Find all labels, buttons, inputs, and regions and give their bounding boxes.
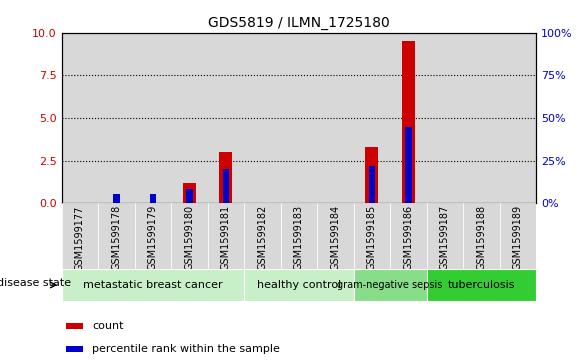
Bar xyxy=(369,166,375,203)
Text: GSM1599189: GSM1599189 xyxy=(513,205,523,270)
Text: GSM1599179: GSM1599179 xyxy=(148,205,158,270)
Text: GSM1599186: GSM1599186 xyxy=(403,205,413,270)
Bar xyxy=(223,169,229,203)
FancyBboxPatch shape xyxy=(244,269,353,301)
Text: metastatic breast cancer: metastatic breast cancer xyxy=(83,280,223,290)
FancyBboxPatch shape xyxy=(500,203,536,269)
Bar xyxy=(366,147,379,203)
Bar xyxy=(427,33,463,203)
FancyBboxPatch shape xyxy=(66,346,83,352)
Bar xyxy=(207,33,244,203)
Text: GSM1599185: GSM1599185 xyxy=(367,205,377,270)
FancyBboxPatch shape xyxy=(427,269,536,301)
Text: GSM1599184: GSM1599184 xyxy=(331,205,340,270)
Text: count: count xyxy=(93,321,124,331)
FancyBboxPatch shape xyxy=(463,203,500,269)
FancyBboxPatch shape xyxy=(66,323,83,329)
Bar xyxy=(281,33,317,203)
FancyBboxPatch shape xyxy=(390,203,427,269)
Bar xyxy=(98,33,135,203)
FancyBboxPatch shape xyxy=(281,203,317,269)
FancyBboxPatch shape xyxy=(427,203,463,269)
Text: GSM1599187: GSM1599187 xyxy=(440,205,450,270)
Text: GSM1599177: GSM1599177 xyxy=(75,205,85,270)
Text: disease state: disease state xyxy=(0,278,71,288)
FancyBboxPatch shape xyxy=(353,203,390,269)
Bar xyxy=(402,41,415,203)
FancyBboxPatch shape xyxy=(62,203,98,269)
Bar xyxy=(149,194,156,203)
Text: GSM1599182: GSM1599182 xyxy=(257,205,267,270)
Bar xyxy=(171,33,207,203)
Bar xyxy=(183,183,196,203)
FancyBboxPatch shape xyxy=(317,203,353,269)
Bar xyxy=(353,33,390,203)
Bar xyxy=(62,33,98,203)
Text: percentile rank within the sample: percentile rank within the sample xyxy=(93,344,280,354)
FancyBboxPatch shape xyxy=(171,203,207,269)
FancyBboxPatch shape xyxy=(98,203,135,269)
Bar xyxy=(244,33,281,203)
FancyBboxPatch shape xyxy=(135,203,171,269)
Bar xyxy=(135,33,171,203)
Text: GSM1599188: GSM1599188 xyxy=(476,205,486,270)
Text: GSM1599181: GSM1599181 xyxy=(221,205,231,270)
FancyBboxPatch shape xyxy=(353,269,427,301)
Text: GSM1599178: GSM1599178 xyxy=(111,205,121,270)
Text: tuberculosis: tuberculosis xyxy=(448,280,515,290)
Bar xyxy=(390,33,427,203)
Bar xyxy=(317,33,353,203)
Bar xyxy=(113,194,120,203)
Bar xyxy=(219,152,232,203)
Title: GDS5819 / ILMN_1725180: GDS5819 / ILMN_1725180 xyxy=(208,16,390,30)
Bar xyxy=(405,126,412,203)
Text: GSM1599180: GSM1599180 xyxy=(185,205,195,270)
FancyBboxPatch shape xyxy=(62,269,244,301)
Text: healthy control: healthy control xyxy=(257,280,341,290)
Text: gram-negative sepsis: gram-negative sepsis xyxy=(338,280,443,290)
FancyBboxPatch shape xyxy=(244,203,281,269)
Bar xyxy=(500,33,536,203)
Bar xyxy=(463,33,500,203)
FancyBboxPatch shape xyxy=(207,203,244,269)
Text: GSM1599183: GSM1599183 xyxy=(294,205,304,270)
Bar xyxy=(186,189,193,203)
